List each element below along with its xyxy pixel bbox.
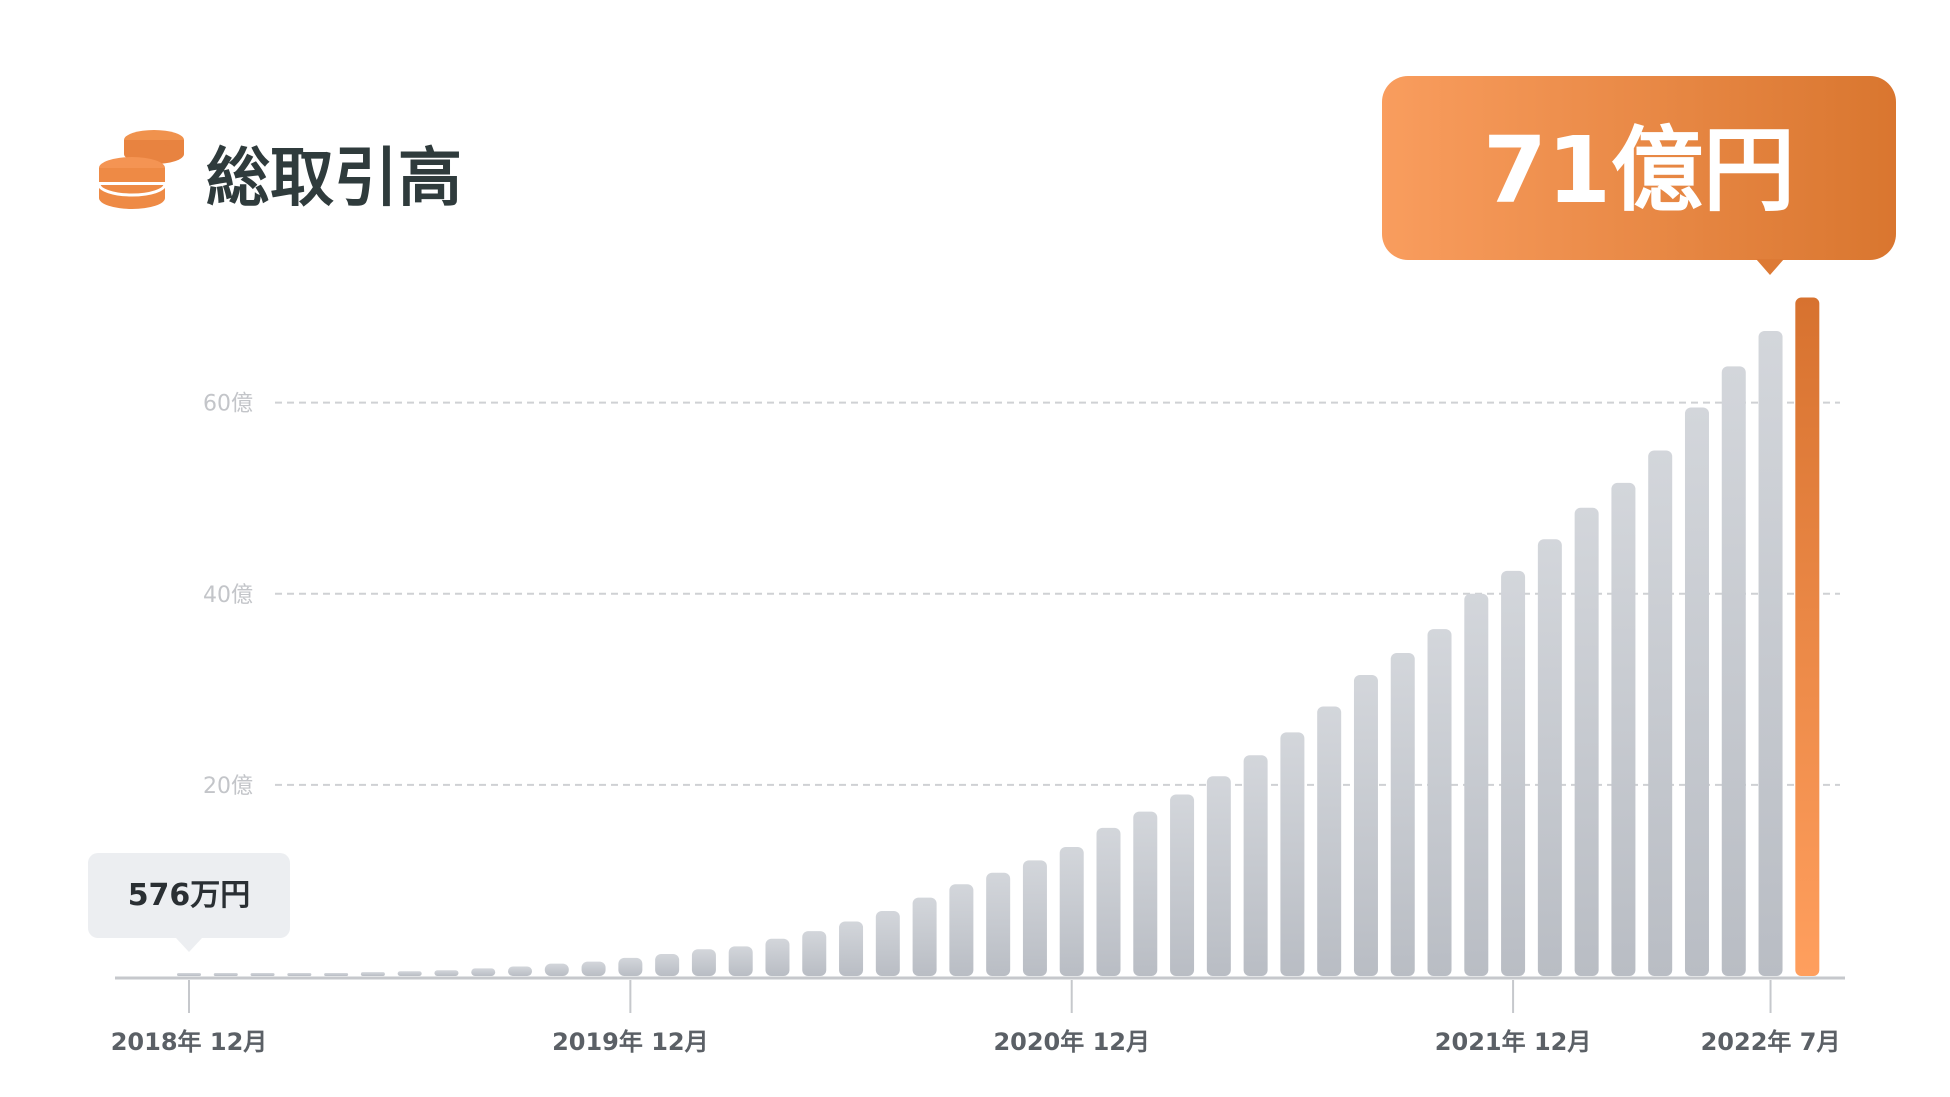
bar — [728, 946, 753, 976]
x-tick-label: 2022年 7月 — [1701, 1028, 1841, 1056]
bar — [324, 973, 349, 976]
bar-highlight — [1795, 297, 1820, 976]
x-tick-label: 2019年 12月 — [552, 1028, 709, 1056]
end-value-label: 71億円 — [1483, 117, 1795, 224]
bar — [471, 968, 496, 976]
bar — [691, 949, 716, 976]
bar — [655, 954, 680, 976]
bar — [177, 973, 201, 976]
bar — [250, 973, 275, 976]
bar — [1758, 331, 1783, 976]
bar — [1059, 847, 1084, 976]
bar — [1684, 407, 1709, 976]
bar — [1317, 706, 1342, 976]
bar — [1353, 675, 1378, 976]
bar — [1243, 755, 1268, 976]
start-value-label: 576万円 — [128, 878, 251, 913]
bar — [1427, 629, 1452, 976]
bar — [1096, 827, 1121, 976]
bar — [1611, 482, 1636, 976]
bar — [1206, 776, 1231, 976]
x-tick-label: 2018年 12月 — [111, 1028, 268, 1056]
bar — [1022, 860, 1047, 976]
bar — [1648, 450, 1673, 976]
coins-icon — [97, 130, 184, 209]
bar — [765, 938, 790, 976]
bar — [287, 973, 312, 976]
end-callout: 71億円 — [1382, 76, 1896, 275]
bar — [949, 884, 974, 976]
bar — [434, 970, 459, 976]
x-tick-label: 2021年 12月 — [1435, 1028, 1592, 1056]
y-tick-label: 60億 — [203, 392, 253, 417]
x-tick-label: 2020年 12月 — [993, 1028, 1150, 1056]
bar — [360, 972, 385, 976]
bar — [1133, 811, 1158, 976]
x-axis: 2018年 12月 2019年 12月 2020年 12月 2021年 12月 2022… — [111, 980, 1841, 1056]
bar — [397, 971, 422, 976]
bar — [1574, 507, 1599, 976]
y-tick-label: 20億 — [203, 774, 253, 799]
bar — [1170, 794, 1195, 976]
bar — [1537, 539, 1562, 976]
bar — [1501, 570, 1526, 976]
bar — [581, 961, 606, 976]
bar — [875, 911, 900, 976]
bars — [177, 297, 1820, 976]
bar — [1280, 732, 1305, 976]
bar — [544, 963, 569, 976]
page-title: 総取引高 — [206, 142, 462, 216]
bar — [912, 897, 937, 976]
bar — [1721, 366, 1746, 976]
bar — [1390, 653, 1415, 976]
grid-lines — [275, 401, 1840, 786]
bar — [213, 973, 238, 976]
start-callout: 576万円 — [88, 853, 290, 952]
bar — [802, 931, 827, 976]
y-axis: 20億 40億 60億 — [203, 392, 253, 799]
y-tick-label: 40億 — [203, 583, 253, 608]
bar — [618, 957, 643, 976]
bar — [839, 921, 864, 976]
bar — [508, 966, 533, 976]
bar — [1464, 593, 1489, 976]
bar — [986, 872, 1011, 976]
